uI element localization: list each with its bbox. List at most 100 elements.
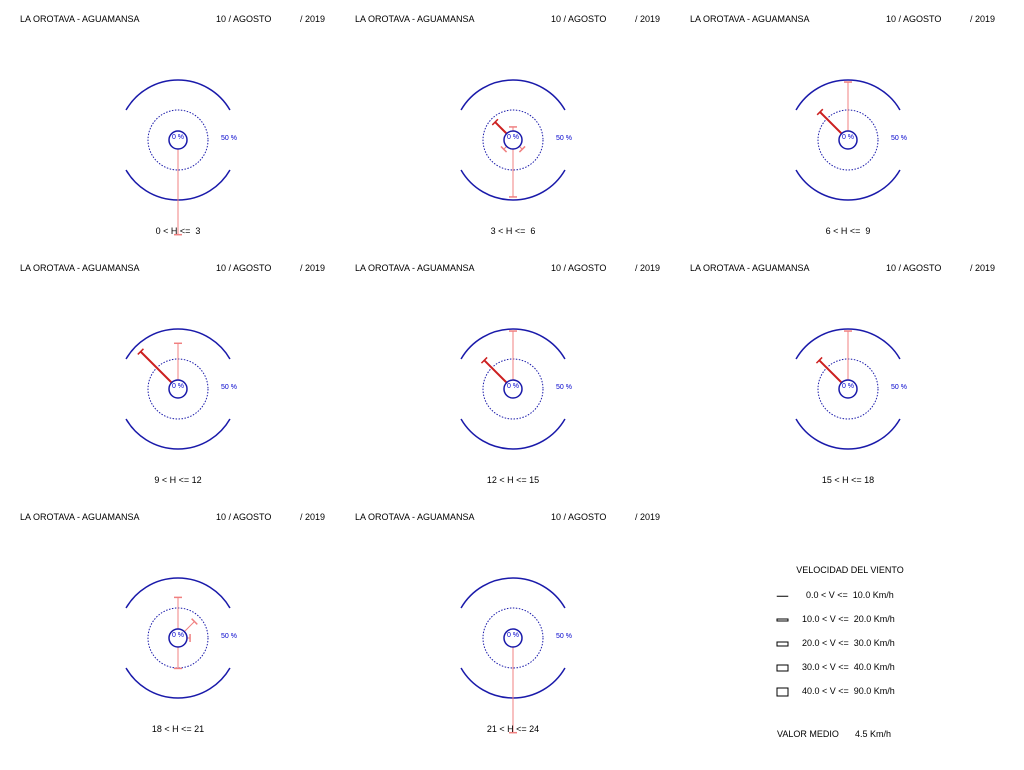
panel-year: / 2019 bbox=[300, 512, 326, 522]
petal-cap-NW bbox=[815, 356, 823, 364]
panel-hours-label: 21 < H <= 24 bbox=[486, 724, 540, 734]
panel-hours-label: 18 < H <= 21 bbox=[151, 724, 205, 734]
legend-item-label: 20.0 < V <= 30.0 Km/h bbox=[802, 638, 895, 648]
panel-station-title: LA OROTAVA - AGUAMANSA bbox=[20, 14, 140, 24]
ring-50-percent-arc-bottom bbox=[125, 418, 231, 450]
ring-25-percent bbox=[482, 109, 544, 171]
ring-label: 50 % bbox=[556, 135, 572, 142]
petal-cap-NW bbox=[480, 356, 488, 364]
legend-item-label: 30.0 < V <= 40.0 Km/h bbox=[802, 662, 895, 672]
panel-date: 10 / AGOSTO bbox=[216, 263, 272, 273]
ring-50-percent-arc-top bbox=[460, 328, 566, 360]
ring-50-percent-arc-bottom bbox=[125, 667, 231, 699]
center-circle bbox=[168, 379, 188, 399]
ring-label: 50 % bbox=[556, 633, 572, 640]
panel-station-title: LA OROTAVA - AGUAMANSA bbox=[355, 512, 475, 522]
panel-date: 10 / AGOSTO bbox=[886, 14, 942, 24]
petal-cap-NE bbox=[191, 618, 198, 625]
ring-label: 50 % bbox=[556, 384, 572, 391]
petal-NW bbox=[818, 359, 843, 384]
ring-label: 50 % bbox=[221, 384, 237, 391]
ring-label: 50 % bbox=[221, 633, 237, 640]
panel-date: 10 / AGOSTO bbox=[216, 14, 272, 24]
center-circle bbox=[838, 130, 858, 150]
panel-hours-label: 3 < H <= 6 bbox=[490, 226, 536, 236]
ring-50-percent-arc-top bbox=[460, 79, 566, 111]
ring-25-percent bbox=[147, 109, 209, 171]
panel-hours-label: 0 < H <= 3 bbox=[155, 226, 201, 236]
ring-label: 50 % bbox=[221, 135, 237, 142]
petal-NW bbox=[494, 121, 508, 135]
ring-25-percent bbox=[482, 607, 544, 669]
panel-station-title: LA OROTAVA - AGUAMANSA bbox=[20, 263, 140, 273]
legend-swatch-0 bbox=[776, 595, 789, 597]
legend-item-label: 0.0 < V <= 10.0 Km/h bbox=[806, 590, 894, 600]
panel-year: / 2019 bbox=[300, 14, 326, 24]
petal-NE bbox=[184, 621, 195, 632]
panel-station-title: LA OROTAVA - AGUAMANSA bbox=[690, 263, 810, 273]
center-label: 0 % bbox=[841, 134, 855, 141]
panel-hours-label: 9 < H <= 12 bbox=[154, 475, 202, 485]
panel-year: / 2019 bbox=[635, 263, 661, 273]
panel-hours-label: 6 < H <= 9 bbox=[825, 226, 871, 236]
ring-label: 50 % bbox=[891, 135, 907, 142]
panel-date: 10 / AGOSTO bbox=[551, 263, 607, 273]
panel-year: / 2019 bbox=[300, 263, 326, 273]
panel-hours-label: 12 < H <= 15 bbox=[486, 475, 540, 485]
panel-year: / 2019 bbox=[970, 263, 996, 273]
mean-value: 4.5 Km/h bbox=[855, 729, 892, 739]
panel-date: 10 / AGOSTO bbox=[551, 512, 607, 522]
center-circle bbox=[168, 628, 188, 648]
center-label: 0 % bbox=[506, 632, 520, 639]
legend-swatch-4 bbox=[776, 687, 789, 697]
panel-date: 10 / AGOSTO bbox=[886, 263, 942, 273]
panel-date: 10 / AGOSTO bbox=[216, 512, 272, 522]
petal-NW bbox=[139, 350, 173, 384]
panel-year: / 2019 bbox=[970, 14, 996, 24]
center-label: 0 % bbox=[841, 383, 855, 390]
ring-50-percent-arc-top bbox=[795, 328, 901, 360]
center-circle bbox=[503, 379, 523, 399]
ring-label: 50 % bbox=[891, 384, 907, 391]
ring-50-percent-arc-top bbox=[795, 79, 901, 111]
panel-year: / 2019 bbox=[635, 14, 661, 24]
legend-title: VELOCIDAD DEL VIENTO bbox=[796, 565, 904, 575]
petal-cap-SW bbox=[500, 145, 508, 153]
legend-swatch-2 bbox=[776, 641, 789, 647]
ring-50-percent-arc-top bbox=[125, 79, 231, 111]
petal-cap-NW bbox=[491, 118, 499, 126]
center-circle bbox=[168, 130, 188, 150]
panel-hours-label: 15 < H <= 18 bbox=[821, 475, 875, 485]
legend-swatch-1 bbox=[776, 618, 789, 622]
petal-cap-SE bbox=[518, 145, 526, 153]
ring-50-percent-arc-top bbox=[460, 577, 566, 609]
ring-50-percent-arc-top bbox=[125, 577, 231, 609]
petal-NW bbox=[483, 359, 508, 384]
legend-item-label: 10.0 < V <= 20.0 Km/h bbox=[802, 614, 895, 624]
center-circle bbox=[503, 628, 523, 648]
ring-50-percent-arc-bottom bbox=[460, 169, 566, 201]
center-label: 0 % bbox=[506, 383, 520, 390]
ring-50-percent-arc-top bbox=[125, 328, 231, 360]
panel-station-title: LA OROTAVA - AGUAMANSA bbox=[355, 14, 475, 24]
petal-NW bbox=[819, 111, 843, 135]
center-label: 0 % bbox=[171, 632, 185, 639]
panel-year: / 2019 bbox=[635, 512, 661, 522]
mean-label: VALOR MEDIO bbox=[777, 729, 839, 739]
center-circle bbox=[838, 379, 858, 399]
ring-50-percent-arc-bottom bbox=[460, 418, 566, 450]
ring-50-percent-arc-bottom bbox=[795, 418, 901, 450]
center-circle bbox=[503, 130, 523, 150]
panel-station-title: LA OROTAVA - AGUAMANSA bbox=[690, 14, 810, 24]
center-label: 0 % bbox=[171, 383, 185, 390]
center-label: 0 % bbox=[506, 134, 520, 141]
panel-station-title: LA OROTAVA - AGUAMANSA bbox=[20, 512, 140, 522]
panel-station-title: LA OROTAVA - AGUAMANSA bbox=[355, 263, 475, 273]
legend-swatch-3 bbox=[776, 664, 789, 672]
petal-cap-NW bbox=[816, 108, 824, 116]
petal-cap-NW bbox=[137, 348, 144, 355]
panel-date: 10 / AGOSTO bbox=[551, 14, 607, 24]
ring-50-percent-arc-bottom bbox=[795, 169, 901, 201]
center-label: 0 % bbox=[171, 134, 185, 141]
